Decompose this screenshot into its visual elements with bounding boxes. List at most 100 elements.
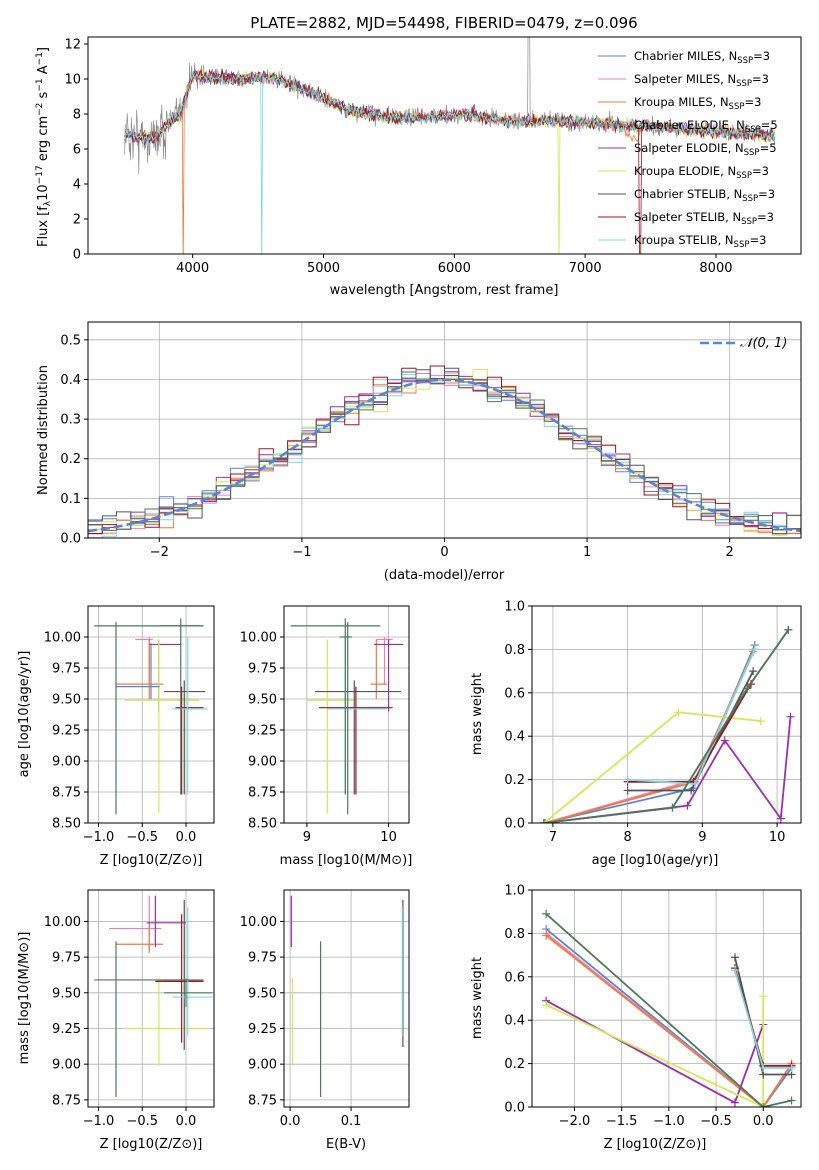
series-marker	[687, 786, 696, 795]
series-marker	[730, 953, 739, 962]
spectrum-legend: Chabrier MILES, NSSP=3 Salpeter MILES, NS…	[598, 49, 778, 250]
y-tick-label: 9.75	[52, 662, 81, 677]
legend-value: =3	[752, 72, 769, 86]
mass-vs-Z-frame	[87, 889, 215, 1108]
series-marker	[539, 819, 548, 823]
x-tick-label: 5000	[307, 261, 340, 276]
legend-sub: SSP	[742, 194, 758, 204]
legend-sub: SSP	[745, 125, 761, 135]
y-tick-label: 9.25	[52, 724, 81, 739]
series-line	[543, 629, 790, 823]
x-tick-label: 4000	[176, 261, 209, 276]
weight-vs-age-panel: mass weight age [log10(age/yr)] 7 8 9 10 0.0…	[470, 600, 802, 868]
series-marker	[784, 625, 793, 634]
hist-ylabel: Normed distribution	[36, 365, 51, 495]
series-marker	[541, 819, 550, 823]
legend-value: =3	[752, 164, 769, 178]
age-vs-mass-panel: mass [log10(M/M⊙)] 9 10 8.50 8.75 9.00 9.25 9.…	[240, 605, 412, 868]
y-tick-label: 9.00	[52, 755, 81, 770]
legend-name: Kroupa ELODIE, N	[634, 164, 736, 178]
legend-name: Kroupa MILES, N	[634, 95, 729, 109]
y-tick-label: 0.5	[60, 333, 81, 348]
y-tick-label: 2	[73, 213, 81, 228]
normal-legend-label: 𝒩(0, 1)	[740, 336, 787, 351]
series-marker	[623, 786, 632, 795]
wZ-ylabel: mass weight	[470, 957, 485, 1039]
legend-value: =3	[753, 49, 770, 63]
spectrum-ylabel-text: Flux [fλ10−17 erg cm−2 s−1 A−1]	[35, 47, 53, 247]
y-tick-label: 0	[73, 248, 81, 263]
y-tick-label: 9.00	[248, 1058, 277, 1073]
weight-vs-Z-lines	[542, 909, 796, 1107]
wAge-ylabel: mass weight	[470, 673, 485, 755]
legend-label: Kroupa ELODIE, NSSP=3	[634, 164, 769, 181]
series-marker	[542, 909, 551, 918]
series-marker	[683, 801, 692, 810]
legend-value: =3	[749, 233, 766, 247]
legend-name: Chabrier ELODIE, N	[634, 118, 745, 132]
y-tick-label: 9.75	[248, 951, 277, 966]
hist-steps	[88, 365, 801, 538]
x-tick-label: 1	[583, 545, 591, 560]
series-marker	[759, 1103, 768, 1107]
legend-value: =3	[758, 187, 775, 201]
x-tick-label: −2.0	[559, 1114, 591, 1129]
x-tick-label: −1.0	[653, 1114, 685, 1129]
x-tick-label: −1	[292, 545, 311, 560]
series-marker	[668, 803, 677, 812]
legend-name: Salpeter ELODIE, N	[634, 141, 744, 155]
age-vs-mass-frame	[283, 605, 410, 824]
series-line	[627, 649, 756, 785]
ageZ-ylabel: age [log10(age/yr)]	[17, 651, 32, 778]
x-tick-label: −0.5	[126, 830, 158, 845]
y-tick-label: 8.75	[248, 1093, 277, 1108]
ageZ-xlabel: Z [log10(Z/Z⊙)]	[100, 853, 203, 868]
x-tick-label: −2	[150, 545, 169, 560]
y-tick-label: 9.75	[52, 951, 81, 966]
age-vs-Z-grid	[88, 606, 214, 824]
legend-label: Chabrier STELIB, NSSP=3	[634, 187, 775, 204]
series-marker	[542, 1001, 551, 1010]
weight-vs-metallicity-panel: mass weight Z [log10(Z/Z⊙)] −2.0 −1.5 −1.0…	[470, 884, 802, 1152]
legend-label: Chabrier MILES, NSSP=3	[634, 49, 770, 66]
wZ-xlabel: Z [log10(Z/Z⊙)]	[604, 1137, 707, 1152]
weight-vs-Z-frame	[531, 889, 802, 1108]
legend-sub: SSP	[737, 56, 753, 66]
legend-value: =3	[744, 95, 761, 109]
series-marker	[756, 717, 765, 726]
legend-sub: SSP	[729, 102, 745, 112]
x-tick-label: 0.0	[280, 1114, 301, 1129]
x-tick-label: 6000	[438, 261, 471, 276]
mass-vs-EBV-frame	[283, 889, 410, 1108]
age-vs-metallicity-panel: age [log10(age/yr)] Z [log10(Z/Z⊙)] −1.0…	[17, 605, 215, 868]
legend-sub: SSP	[736, 79, 752, 89]
y-tick-label: 8.75	[52, 786, 81, 801]
spectrum-ylabel: Flux [fλ10−17 erg cm−2 s−1 A−1]	[35, 47, 53, 247]
spectrum-frame	[87, 36, 802, 255]
series-marker	[750, 645, 759, 654]
series-line	[545, 913, 792, 1107]
y-tick-label: 12	[64, 38, 81, 53]
y-tick-label: 9.50	[52, 693, 81, 708]
y-tick-label: 6	[73, 143, 81, 158]
series-line	[543, 711, 761, 823]
weight-vs-age-lines	[539, 625, 795, 823]
y-tick-label: 8.75	[248, 786, 277, 801]
y-tick-label: 9.50	[248, 693, 277, 708]
series-line	[627, 670, 754, 792]
spectrum-model-line	[124, 70, 775, 254]
legend-value: =5	[761, 118, 778, 132]
mE-xlabel: E(B-V)	[326, 1137, 366, 1152]
age-vs-mass-grid	[284, 606, 409, 824]
hist-frame	[87, 321, 802, 539]
x-tick-label: 0	[440, 545, 448, 560]
x-tick-label: 0.0	[176, 1114, 197, 1129]
legend-sub: SSP	[744, 148, 760, 158]
y-tick-label: 1.0	[504, 884, 525, 899]
legend-label: Salpeter MILES, NSSP=3	[634, 72, 769, 89]
y-tick-label: 8.50	[248, 817, 277, 832]
y-tick-label: 10.00	[44, 631, 81, 646]
weight-vs-age-frame	[531, 605, 802, 824]
series-marker	[720, 736, 729, 745]
y-tick-label: 0.2	[504, 1057, 525, 1072]
